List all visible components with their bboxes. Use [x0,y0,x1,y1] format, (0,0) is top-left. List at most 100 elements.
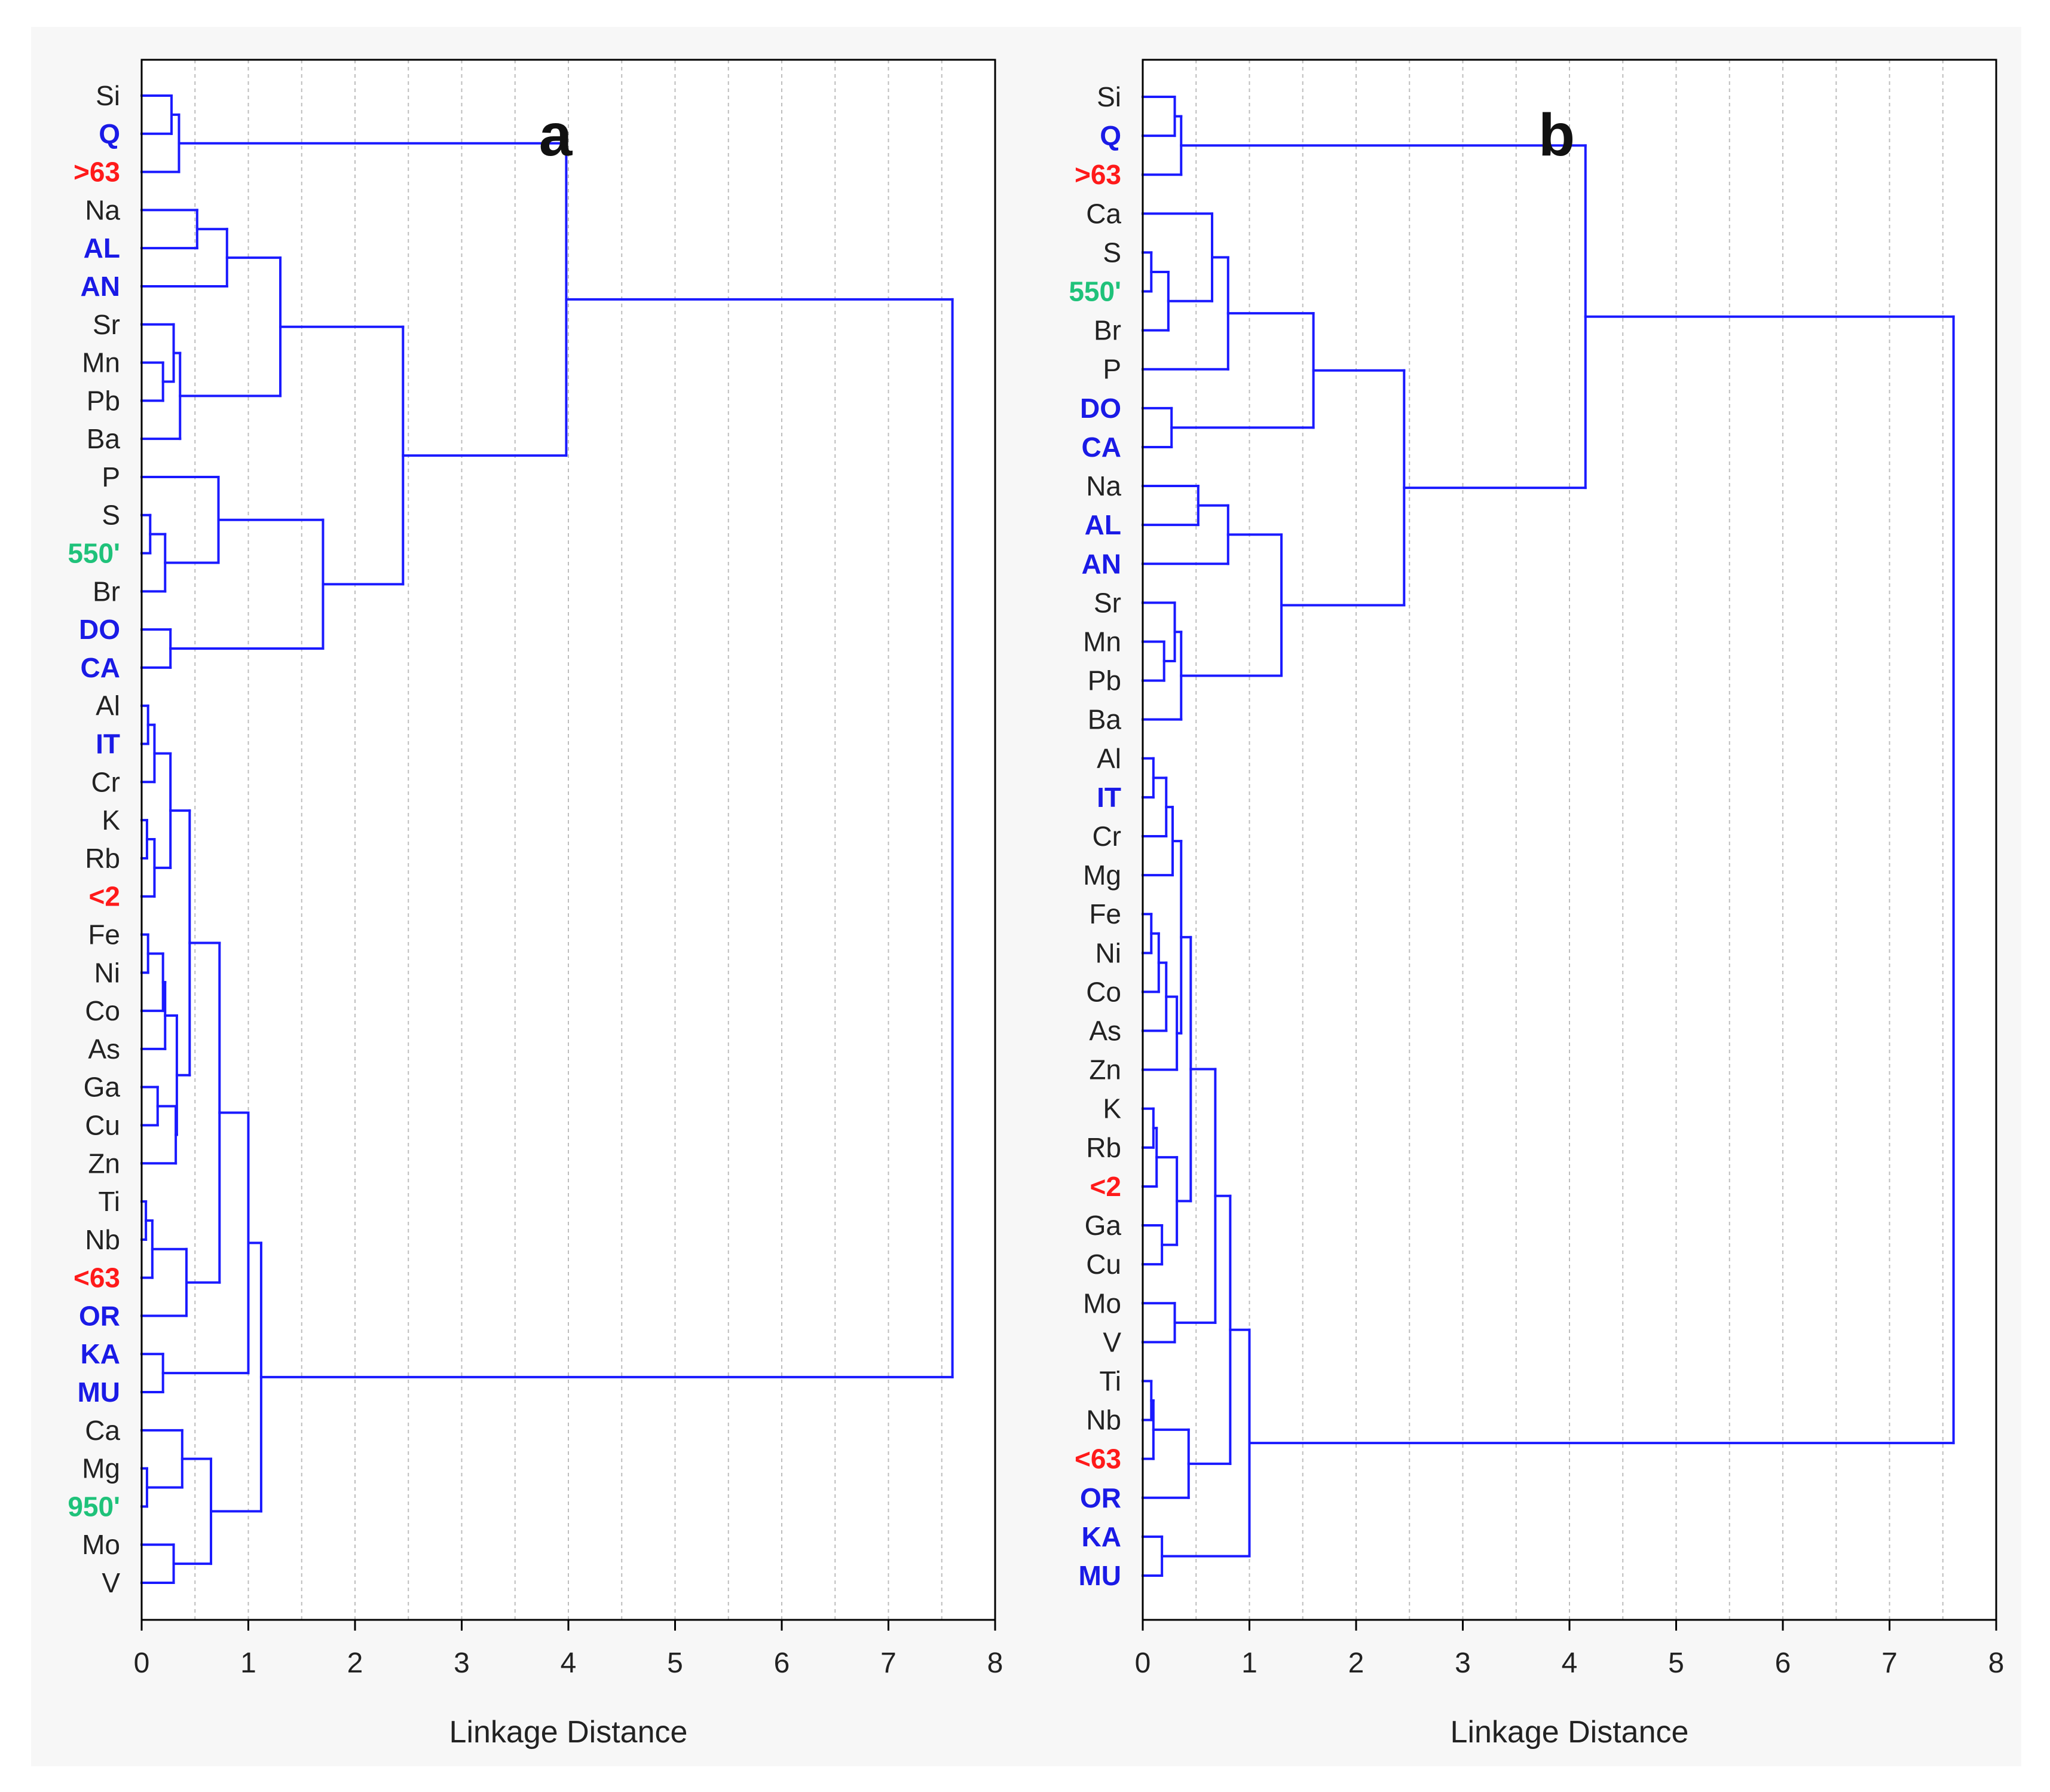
panel-label-b: b [1538,102,1575,169]
leaf-label: AN [1082,548,1121,579]
leaf-label: Ba [87,423,121,454]
panel-label-a: a [539,102,573,169]
dendrogram-panel-a: Si Q >63 Na AL AN Sr Mn Pb Ba PS 550' Br DO CA Al IT Cr KR… [68,59,1003,1750]
x-tick-label: 6 [1775,1647,1791,1679]
leaf-label: S [1103,237,1121,268]
x-tick-label: 2 [1348,1647,1364,1679]
leaf-label: MU [1078,1560,1121,1591]
leaf-label: Nb [1086,1405,1121,1436]
leaf-label: Zn [88,1148,120,1179]
leaf-label: Cr [91,766,120,797]
leaf-label: DO [1080,393,1121,424]
leaf-label: IT [96,729,120,760]
leaf-label: KA [81,1338,120,1369]
leaf-label: Ba [1088,704,1122,735]
leaf-label: Na [85,194,120,225]
x-tick-label: 1 [1241,1647,1257,1679]
leaf-label: Al [96,690,120,721]
leaf-label: Nb [85,1224,120,1255]
leaf-label: Rb [1086,1132,1121,1163]
leaf-label: OR [1080,1482,1121,1513]
leaf-label: Ca [1086,198,1121,229]
leaf-label: >63 [1075,159,1121,190]
leaf-label: Q [99,118,120,149]
x-axis-ticks-a: 0 1 2 3 4 5 6 7 8 [134,1620,1003,1679]
leaf-label: <2 [89,881,120,912]
leaf-label: Co [85,995,120,1026]
leaf-label: Ni [1096,937,1121,968]
x-tick-label: 6 [774,1647,790,1679]
leaf-label: P [102,461,120,493]
plot-area-a [142,60,995,1620]
leaf-label: As [88,1033,120,1065]
leaf-label: V [1103,1326,1121,1357]
leaf-label: 950' [68,1491,120,1522]
leaf-label: IT [1097,782,1121,813]
x-tick-label: 3 [1455,1647,1471,1679]
leaf-label: As [1089,1016,1121,1047]
leaf-label: Cr [1092,821,1121,852]
leaf-label: Ga [1085,1210,1122,1241]
leaf-label: Ti [98,1186,120,1217]
leaf-label: Ti [1099,1365,1121,1396]
leaf-label: K [102,805,120,836]
x-tick-label: 8 [987,1647,1003,1679]
leaf-label: Pb [87,385,120,416]
x-axis-ticks-b: 0 1 2 3 4 5 6 7 8 [1135,1620,2005,1679]
dendrogram-tree-b [1142,96,1955,1577]
leaf-label: <2 [1090,1171,1121,1202]
leaf-label: Mg [1083,860,1121,891]
leaf-label: Mn [1083,626,1121,657]
x-axis-title-a: Linkage Distance [449,1715,688,1750]
leaf-label: Q [1100,120,1121,151]
leaf-label: >63 [74,157,120,188]
x-tick-label: 7 [1881,1647,1898,1679]
leaf-label: Mg [82,1453,120,1484]
x-tick-label: 5 [1668,1647,1684,1679]
leaf-label: Si [96,80,120,111]
x-tick-label: 0 [1135,1647,1151,1679]
dendrogram-panel-b: Si Q >63 Ca S 550' Br P DO CA Na AL AN Sr Mn Pb Ba Al IT Cr… [1069,59,2005,1750]
leaf-label: AL [1085,509,1121,540]
leaf-label: S [102,500,120,531]
leaf-label: <63 [74,1262,120,1293]
x-tick-label: 1 [240,1647,256,1679]
leaf-label: MU [77,1377,120,1408]
x-tick-label: 3 [454,1647,470,1679]
leaf-label: Pb [1088,665,1121,696]
grid-lines-b [1195,60,1944,1620]
leaf-label: Cu [85,1109,120,1140]
x-tick-label: 5 [667,1647,683,1679]
x-tick-label: 2 [347,1647,363,1679]
leaf-label: Si [1097,81,1121,112]
leaf-label: DO [79,614,120,645]
leaf-label: AL [84,233,120,264]
leaf-label: P [1103,354,1121,385]
leaf-label: Na [1086,470,1121,501]
x-tick-label: 4 [561,1647,577,1679]
leaf-label: KA [1082,1521,1121,1552]
leaf-label: Br [93,576,120,607]
leaf-label: Ni [94,957,120,988]
leaf-label: <63 [1075,1444,1121,1475]
leaf-label: Fe [1089,898,1121,929]
leaf-label: Ca [85,1415,120,1446]
leaf-label: Al [1097,743,1121,774]
leaf-label: Rb [85,843,120,874]
plot-area-b [1143,60,1996,1620]
leaf-label: Mo [82,1529,120,1560]
leaf-label: OR [79,1300,120,1331]
leaf-label: Sr [93,309,120,340]
leaf-label: Mo [1083,1288,1121,1319]
leaf-label: AN [81,271,120,302]
x-tick-label: 0 [134,1647,150,1679]
leaf-labels-b: Si Q >63 Ca S 550' Br P DO CA Na AL AN Sr Mn Pb Ba Al IT Cr… [1069,81,1121,1591]
leaf-label: V [102,1567,120,1598]
leaf-label: 550' [68,538,120,569]
leaf-label: Zn [1089,1054,1121,1085]
x-tick-label: 7 [880,1647,897,1679]
leaf-label: Fe [88,919,120,950]
leaf-label: CA [81,652,120,683]
x-tick-label: 8 [1988,1647,2005,1679]
